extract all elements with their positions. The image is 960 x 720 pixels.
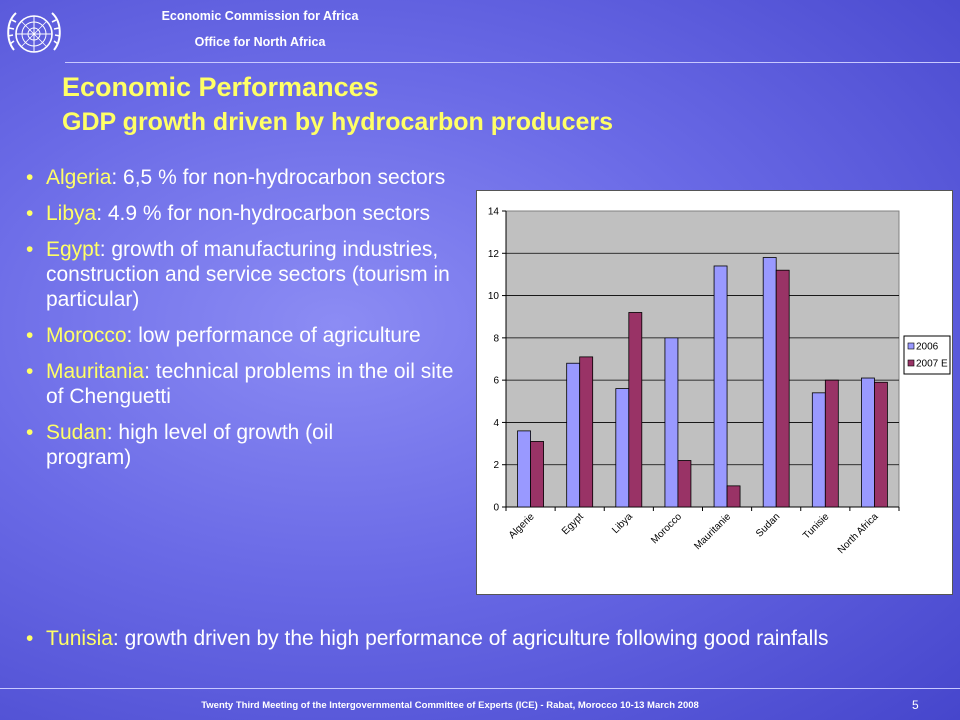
footer-divider: [0, 688, 960, 689]
bullet-mauritania: Mauritania: technical problems in the oi…: [24, 359, 466, 409]
slide-title: Economic Performances: [62, 72, 379, 102]
x-tick-label: Tunisie: [801, 511, 832, 542]
x-tick-label: Algerie: [507, 511, 537, 541]
bullet-country: Morocco: [46, 324, 127, 347]
legend-label: 2007 E: [916, 359, 948, 370]
bullet-text: : 4.9 % for non-hydrocarbon sectors: [96, 202, 431, 225]
bullet-morocco: Morocco: low performance of agriculture: [24, 323, 436, 348]
x-tick-label: Libya: [610, 511, 635, 536]
y-tick-label: 10: [488, 291, 500, 302]
bar: [775, 269, 790, 508]
legend-swatch: [907, 342, 915, 350]
bullet-country: Mauritania: [46, 360, 145, 383]
slide-subtitle: GDP growth driven by hydrocarbon produce…: [62, 108, 614, 136]
bullet-country: Sudan: [46, 421, 107, 444]
bullet-text: : technical problems in the oil site of …: [46, 360, 454, 408]
bar: [874, 381, 888, 508]
legend-box: [903, 335, 951, 375]
x-tick-label: Mauritanie: [692, 511, 733, 552]
bar: [517, 430, 531, 508]
y-tick-label: 6: [493, 376, 499, 387]
bar: [530, 441, 544, 508]
bullet-text: : growth driven by the high performance …: [112, 627, 829, 650]
y-tick-label: 2: [493, 460, 499, 471]
bar: [824, 379, 839, 508]
bar: [579, 356, 594, 508]
bar: [811, 392, 826, 508]
bullet-text: : high level of growth (oil program): [46, 421, 334, 469]
un-emblem-icon: [7, 12, 61, 53]
legend-swatch: [907, 359, 915, 367]
bar: [861, 377, 875, 508]
bullet-text: : low performance of agriculture: [126, 324, 421, 347]
footer-text: Twenty Third Meeting of the Intergovernm…: [201, 700, 699, 711]
bar: [677, 460, 692, 508]
bar: [615, 388, 630, 508]
plot-area: [505, 210, 900, 508]
bullet-tunisia: Tunisia: growth driven by the high perfo…: [24, 627, 924, 651]
x-tick-label: Morocco: [649, 511, 684, 546]
bar: [726, 485, 741, 508]
bullet-country: Egypt: [46, 238, 100, 261]
bullet-list: Algeria: 6,5 % for non-hydrocarbon secto…: [24, 165, 494, 481]
bullet-country: Libya: [46, 202, 97, 225]
y-tick-label: 4: [493, 418, 499, 429]
bullet-egypt: Egypt: growth of manufacturing industrie…: [24, 237, 471, 312]
y-tick-label: 12: [488, 249, 500, 260]
bullet-algeria: Algeria: 6,5 % for non-hydrocarbon secto…: [24, 165, 486, 190]
bar: [566, 362, 581, 508]
bar: [628, 312, 643, 508]
bullet-text: : 6,5 % for non-hydrocarbon sectors: [111, 166, 446, 189]
bullet-text: : growth of manufacturing industries, co…: [46, 238, 450, 311]
office-name: Office for North Africa: [194, 35, 326, 49]
bar: [762, 257, 777, 508]
y-tick-label: 0: [493, 503, 499, 514]
x-tick-label: North Africa: [836, 511, 881, 556]
gdp-growth-chart: 0 2 4 6 8 10 12 14 Algerie Egypt Libya Morocco Mauri…: [488, 207, 951, 556]
bullet-country: Algeria: [46, 166, 112, 189]
bullet-country: Tunisia: [46, 627, 113, 650]
bullet-sudan: Sudan: high level of growth (oil program…: [24, 420, 396, 470]
gdp-chart-panel: 0 2 4 6 8 10 12 14 Algerie Egypt Libya Morocco Mauri…: [476, 190, 953, 595]
legend-label: 2006: [916, 342, 939, 353]
bar: [664, 337, 679, 508]
x-tick-label: Sudan: [754, 511, 782, 539]
y-tick-label: 8: [493, 333, 499, 344]
bar: [713, 265, 728, 508]
org-name: Economic Commission for Africa: [161, 9, 359, 23]
header-divider: [65, 62, 960, 63]
y-tick-label: 14: [488, 207, 500, 218]
x-tick-label: Egypt: [560, 511, 586, 537]
page-number: 5: [912, 698, 919, 712]
bullet-libya: Libya: 4.9 % for non-hydrocarbon sectors: [24, 201, 466, 226]
